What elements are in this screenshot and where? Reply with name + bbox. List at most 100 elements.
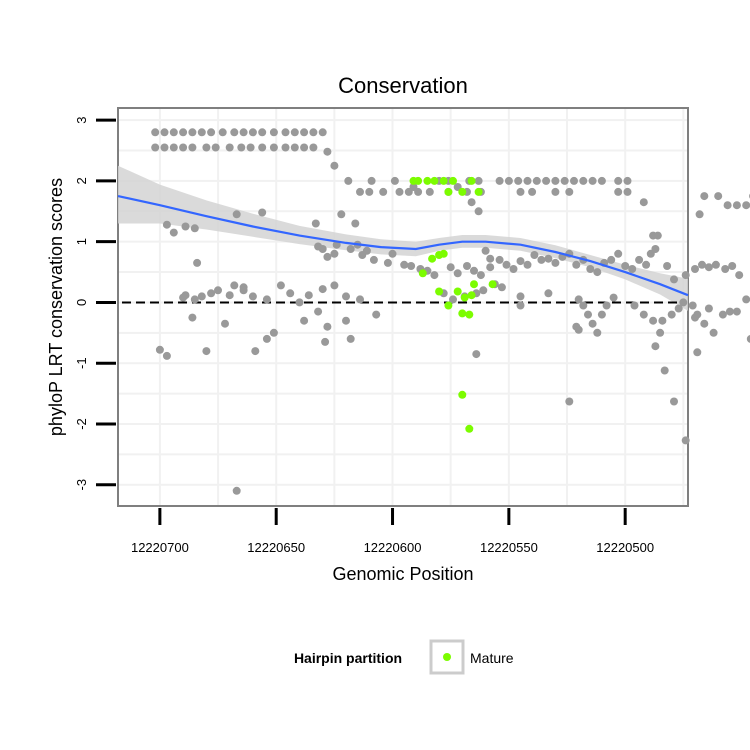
y-tick-label: -2 [74,418,89,430]
point-other [383,258,392,267]
point-other [342,316,350,325]
point-other [551,176,560,185]
point-other [290,143,299,152]
point-other [714,192,723,201]
x-tick-label: 12220650 [247,540,305,555]
point-other [356,187,364,196]
point-other [570,176,578,185]
point-other [516,292,525,301]
point-other [704,304,713,313]
point-mature [470,280,478,289]
point-other [269,128,278,137]
point-other [286,289,295,298]
point-other [709,328,718,337]
plot-border [117,107,689,507]
point-other [551,258,560,267]
point-other [239,286,248,295]
point-other [516,301,525,310]
point-other [691,313,699,322]
legend-key-mature [443,653,451,661]
point-other [430,271,439,280]
point-other [495,176,504,185]
point-other [179,293,188,302]
point-other [597,176,606,185]
point-other [658,316,667,325]
point-other [646,249,655,258]
point-other [476,271,485,280]
x-tick-label: 12220500 [596,540,654,555]
point-other [470,266,478,275]
point-other [188,143,197,152]
point-other [188,313,197,322]
point-other [572,260,581,269]
point-other [323,322,332,331]
point-other [663,262,672,270]
point-other [155,345,164,354]
point-other [509,265,518,273]
y-tick-label: 3 [74,117,89,124]
x-tick-label: 12220600 [364,540,422,555]
point-other [725,307,734,316]
point-other [674,304,683,313]
y-tick-label: 1 [74,238,89,245]
point-other [565,187,574,196]
point-other [407,262,416,270]
point-other [516,187,525,196]
point-other [574,295,583,304]
point-other [311,219,320,228]
point-other [258,143,267,152]
point-other [698,260,706,269]
point-other [453,269,462,278]
point-other [635,255,644,264]
point-other [688,301,697,310]
point-other [251,347,260,356]
x-tick-label: 12220550 [480,540,538,555]
point-other [300,128,309,137]
point-other [342,292,350,301]
point-other [400,260,409,269]
point-other [162,220,171,229]
point-other [449,295,457,304]
point-other [323,252,332,261]
point-other [721,265,730,273]
point-other [258,208,267,217]
point-other [579,301,588,310]
point-other [609,293,618,302]
point-other [169,228,178,237]
point-mature [467,176,476,185]
point-other [356,295,364,304]
point-other [262,334,271,343]
point-other [295,298,304,307]
point-mature [474,187,483,196]
point-other [502,260,511,269]
point-mature [418,269,427,278]
point-other [630,301,639,310]
point-other [746,334,750,343]
point-other [660,366,669,375]
point-other [309,143,318,152]
y-axis: -3 -2 -1 0 1 2 3 [74,117,116,490]
point-mature [423,176,432,185]
point-other [169,143,178,152]
point-other [232,486,241,495]
point-other [230,281,239,290]
point-other [532,176,541,185]
point-other [190,224,199,233]
chart-title: Conservation [338,73,468,98]
point-other [597,310,606,319]
point-other [614,249,623,258]
point-other [593,328,602,337]
point-other [337,210,346,219]
point-other [372,310,381,319]
point-other [237,143,246,152]
point-other [151,128,160,137]
point-other [607,255,616,264]
point-other [742,295,750,304]
point-other [214,286,222,295]
point-other [362,246,371,255]
point-other [695,210,704,219]
point-other [700,192,709,201]
point-other [586,265,595,273]
point-other [691,265,699,273]
point-other [169,128,178,137]
